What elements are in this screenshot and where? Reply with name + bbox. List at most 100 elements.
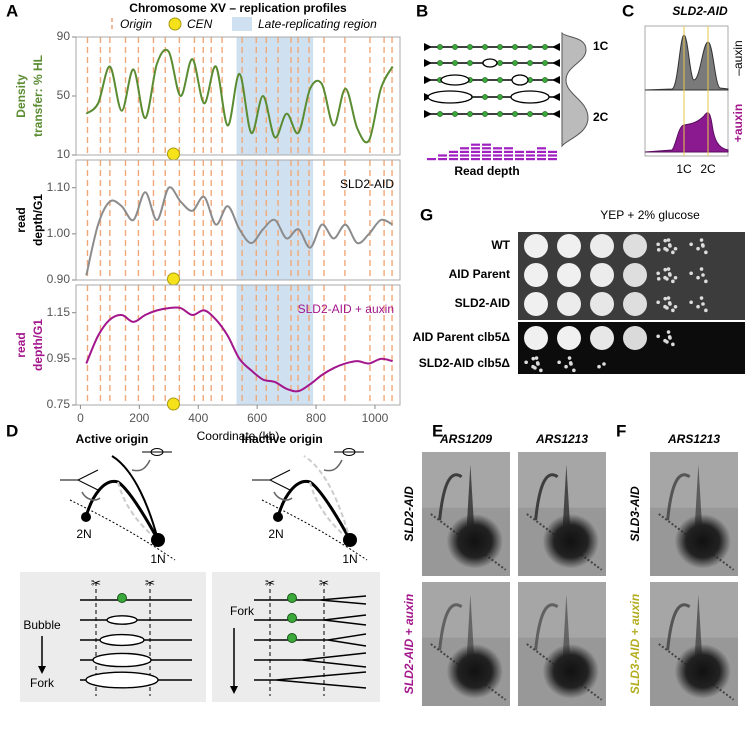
colony <box>696 304 700 309</box>
colony <box>567 356 572 360</box>
spot-label: 2N <box>76 527 91 541</box>
x-tick-label: 600 <box>247 411 267 425</box>
molecule-fork <box>254 595 367 605</box>
read-depth-dash <box>515 150 524 153</box>
spot-1n <box>151 533 165 547</box>
colony-spot <box>524 234 548 258</box>
colony <box>656 334 660 339</box>
column-label: ARS1213 <box>667 432 720 446</box>
series-line <box>85 306 393 393</box>
read-depth-dash <box>493 154 502 157</box>
read-depth-dash <box>493 158 502 161</box>
strand-end <box>552 59 560 67</box>
origin-dot <box>452 44 458 50</box>
x-tick-label: 800 <box>306 411 326 425</box>
arc-1n <box>69 499 176 561</box>
origin-dot <box>437 44 443 50</box>
colony <box>666 238 671 242</box>
colony <box>533 366 537 370</box>
ploidy-label: 1C <box>593 39 609 53</box>
colony <box>665 340 669 344</box>
spot-2n <box>81 512 91 522</box>
colony <box>666 296 671 300</box>
colony-spot <box>557 263 581 287</box>
column-title: Inactive origin <box>241 432 322 446</box>
strand-end <box>424 59 432 67</box>
origin-dot <box>287 633 297 643</box>
y-tick-label: 0.90 <box>47 272 71 286</box>
colony <box>665 306 669 310</box>
histogram-plus-auxin <box>644 112 729 153</box>
origin-dot <box>542 44 548 50</box>
colony <box>663 296 668 301</box>
colony <box>699 296 704 300</box>
row-label: SLD3-AID + auxin <box>628 594 642 694</box>
read-depth-dash <box>548 150 557 153</box>
scissors: ✂ <box>145 576 155 590</box>
read-depth-dash <box>537 150 546 153</box>
origin-dot <box>497 77 503 83</box>
colony <box>671 279 675 284</box>
histogram-minus-auxin <box>644 34 729 91</box>
colony <box>663 238 668 243</box>
annotation: SLD2-AID + auxin <box>298 302 394 316</box>
read-depth-dash <box>471 147 480 150</box>
strand-end <box>552 43 560 51</box>
colony <box>667 301 672 305</box>
read-depth-dash <box>526 158 535 161</box>
strand-end <box>552 110 560 118</box>
step-label: Bubble <box>23 618 61 632</box>
gel-blob <box>674 514 731 569</box>
origin-dot <box>287 613 297 623</box>
y-tick-label: 90 <box>57 29 71 43</box>
x-tick-label: 1000 <box>362 411 389 425</box>
y-axis-label: transfer: % HL <box>31 55 45 137</box>
colony <box>539 368 543 373</box>
read-depth-dash <box>460 154 469 157</box>
read-depth-dash <box>438 154 447 157</box>
colony <box>673 304 678 309</box>
strand-end <box>552 93 560 101</box>
colony <box>671 250 675 255</box>
read-depth-dash <box>537 154 546 157</box>
read-depth-dash <box>460 158 469 161</box>
colony-spot <box>557 326 581 350</box>
colony <box>656 300 660 305</box>
molecule-bubble <box>106 615 138 625</box>
gel-blob <box>446 514 503 569</box>
colony <box>572 368 576 373</box>
panel-letter: C <box>622 1 634 20</box>
colony-spot <box>623 326 647 350</box>
row-label: +auxin <box>731 104 745 142</box>
colony <box>667 335 672 339</box>
panel-letter: A <box>6 1 18 20</box>
molecule-bubble <box>99 633 145 647</box>
colony-spot <box>623 234 647 258</box>
gel-blob <box>542 514 599 569</box>
y-axis-label: depth/G1 <box>31 319 45 371</box>
read-depth-dash <box>504 147 513 150</box>
colony <box>602 362 606 366</box>
gel-blob <box>446 644 503 699</box>
strand-end <box>424 110 432 118</box>
read-depth-dash <box>493 147 502 150</box>
gel-arc <box>534 603 559 651</box>
read-depth-dash <box>471 158 480 161</box>
plot-frame <box>75 159 401 281</box>
plate-title: YEP + 2% glucose <box>600 208 700 222</box>
colony <box>689 300 693 305</box>
replication-bubble <box>440 74 470 86</box>
x-tick-label: 0 <box>77 411 84 425</box>
replication-bubble <box>510 90 550 104</box>
y-tick-label: 10 <box>57 147 71 161</box>
strain-label: SLD2-AID clb5Δ <box>419 356 511 370</box>
fork-icon <box>60 469 99 491</box>
colony <box>531 356 536 361</box>
colony <box>557 360 561 365</box>
step-label: Fork <box>230 604 255 618</box>
gel-arc <box>534 473 559 521</box>
origin-dot <box>497 94 503 100</box>
legend-label: CEN <box>187 17 213 31</box>
origin-dot <box>482 44 488 50</box>
read-depth-dash <box>526 150 535 153</box>
